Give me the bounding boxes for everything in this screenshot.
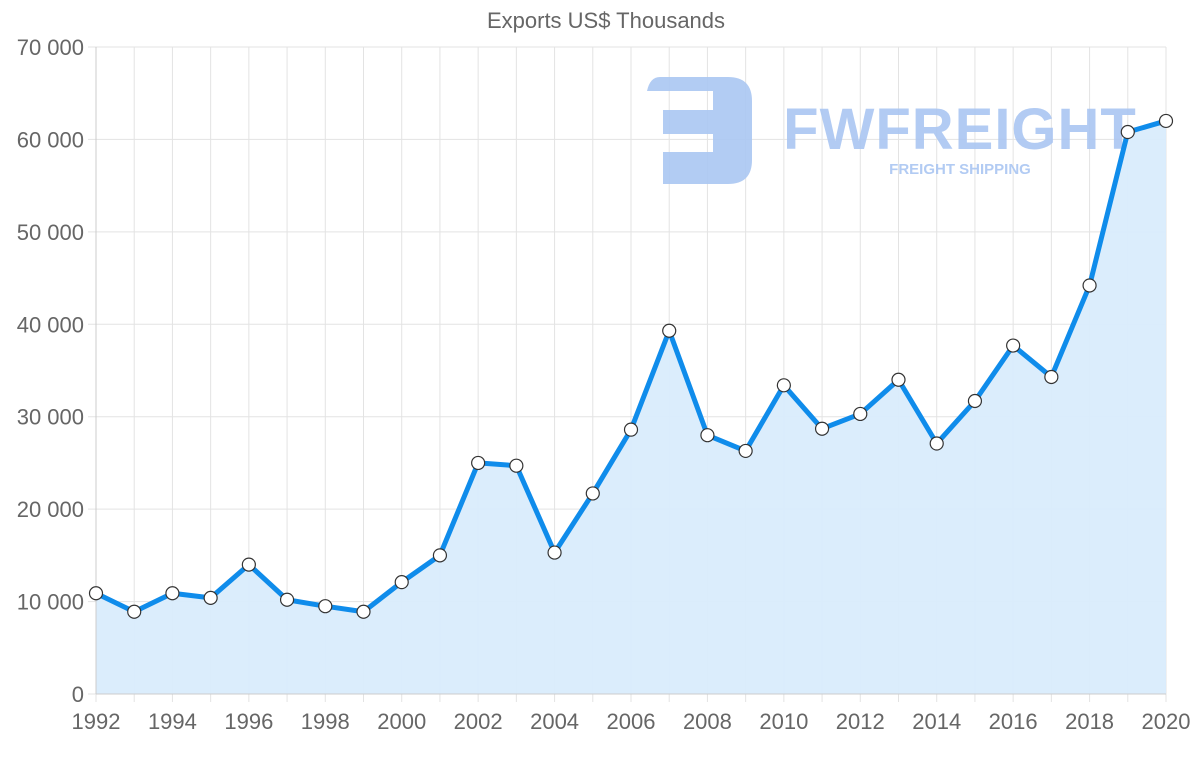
data-point-marker[interactable]: 2006: 28600 [623,422,639,437]
data-point-marker[interactable]: 2010: 33400 [776,378,791,393]
x-tick-label: 2008 [683,709,732,734]
data-point-marker[interactable]: 1997: 10200 [279,592,295,607]
data-point-marker[interactable]: 2011: 28700 [814,421,830,436]
data-point-marker[interactable]: 2005: 21700 [585,486,600,501]
data-point-marker[interactable]: 2013: 34000 [891,372,906,387]
x-tick-label: 2002 [454,709,503,734]
x-tick-label: 2006 [607,709,656,734]
x-tick-label: 1996 [224,709,273,734]
x-tick-label: 2020 [1142,709,1191,734]
data-point-marker[interactable]: 2018: 44200 [1082,278,1097,293]
x-tick-label: 1998 [301,709,350,734]
data-point-marker[interactable]: 1996: 14000 [241,557,256,572]
x-tick-label: 2014 [912,709,961,734]
data-point-marker[interactable]: 1995: 10400 [203,590,218,605]
x-tick-label: 2000 [377,709,426,734]
data-point-marker[interactable]: 1993: 8900 [127,604,142,619]
x-tick-label: 1994 [148,709,197,734]
data-point-marker[interactable]: 1992: 10900 [88,586,104,601]
area-fill [96,120,1166,694]
data-point-marker[interactable]: 1999: 8900 [356,604,371,619]
watermark-logo: FWFREIGHT FREIGHT SHIPPING [647,77,1137,184]
data-point-marker[interactable]: 2014: 27100 [929,436,944,451]
y-tick-label: 0 [72,682,84,707]
data-point-marker[interactable]: 2017: 34300 [1044,369,1059,385]
data-point-marker[interactable]: 2015: 31700 [967,393,983,409]
data-point-marker[interactable]: 2002: 25000 [471,455,486,471]
x-tick-label: 2016 [989,709,1038,734]
watermark-tagline: FREIGHT SHIPPING [889,161,1031,178]
y-tick-label: 60 000 [17,127,84,152]
y-tick-label: 70 000 [17,35,84,60]
x-tick-label: 2018 [1065,709,1114,734]
y-tick-label: 10 000 [17,590,84,615]
axes: 0 10 000 20 000 30 000 40 000 50 000 60 000 70 … [17,35,1191,734]
data-points: 1992: 10900 1993: 8900 1994: 10900 1995: 10… [88,113,1174,619]
watermark-brand: FWFREIGHT [783,97,1137,162]
data-point-marker[interactable]: 2019: 60800 [1120,124,1135,140]
y-tick-label: 50 000 [17,220,84,245]
y-tick-label: 30 000 [17,405,84,430]
logo-mark-icon [647,77,752,184]
data-point-marker[interactable]: 2007: 39300 [662,323,677,338]
data-point-marker[interactable]: 2001: 15000 [432,548,448,563]
data-point-marker[interactable]: 2009: 26300 [738,443,753,459]
x-tick-label: 1992 [72,709,121,734]
data-point-marker[interactable]: 2020: 62000 [1158,113,1174,129]
data-point-marker[interactable]: 2004: 15300 [547,545,562,560]
chart-title: Exports US$ Thousands [486,8,726,33]
data-point-marker[interactable]: 1998: 9500 [318,599,333,614]
data-point-marker[interactable]: 2008: 28000 [700,428,715,443]
x-tick-label: 2010 [759,709,808,734]
data-point-marker[interactable]: 2016: 37700 [1006,338,1021,353]
y-tick-label: 40 000 [17,312,84,337]
x-tick-label: 2012 [836,709,885,734]
x-tick-label: 2004 [530,709,579,734]
data-point-marker[interactable]: 2012: 30300 [853,406,868,422]
y-tick-label: 20 000 [17,497,84,522]
data-point-marker[interactable]: 1994: 10900 [165,586,180,601]
data-point-marker[interactable]: 2003: 24700 [509,458,524,473]
data-point-marker[interactable]: 2000: 12100 [394,575,409,590]
